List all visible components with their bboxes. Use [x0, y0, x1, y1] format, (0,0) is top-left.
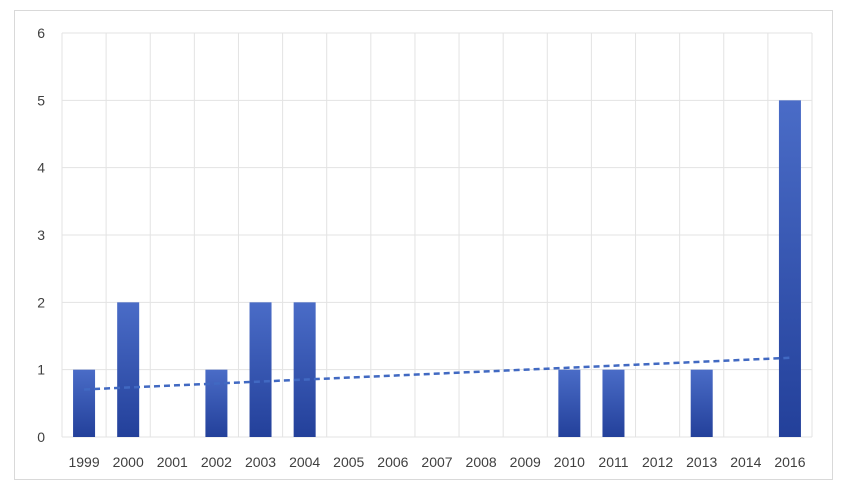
x-tick-label: 2005 — [333, 454, 364, 470]
x-tick-label: 2001 — [157, 454, 188, 470]
x-tick-label: 2002 — [201, 454, 232, 470]
x-tick-label: 2003 — [245, 454, 276, 470]
y-tick-label: 4 — [37, 160, 45, 176]
x-tick-label: 2007 — [421, 454, 452, 470]
y-tick-label: 3 — [37, 227, 45, 243]
y-tick-label: 1 — [37, 362, 45, 378]
bar-2004 — [293, 302, 316, 437]
y-tick-label: 6 — [37, 25, 45, 41]
x-tick-label: 2006 — [377, 454, 408, 470]
x-tick-label: 2009 — [510, 454, 541, 470]
x-tick-label: 2013 — [686, 454, 717, 470]
bar-1999 — [73, 369, 96, 437]
x-tick-label: 2010 — [554, 454, 585, 470]
bar-2013 — [690, 369, 713, 437]
y-tick-label: 0 — [37, 429, 45, 445]
trendline-group — [84, 356, 790, 391]
gridlines — [61, 32, 813, 438]
bar-2016 — [778, 100, 801, 437]
x-tick-label: 2008 — [466, 454, 497, 470]
x-axis-ticks: 1999 2000 2001 2002 2003 2004 2005 2006 2007 2008… — [68, 454, 805, 470]
bar-2010 — [558, 369, 581, 437]
x-tick-label: 2014 — [730, 454, 761, 470]
bars — [73, 100, 801, 437]
y-tick-label: 2 — [37, 294, 45, 310]
x-tick-label: 2012 — [642, 454, 673, 470]
bar-2003 — [249, 302, 272, 437]
x-tick-label: 2004 — [289, 454, 320, 470]
x-tick-label: 2011 — [598, 454, 628, 470]
trendline — [84, 356, 790, 391]
x-tick-label: 2000 — [113, 454, 144, 470]
x-tick-label: 1999 — [68, 454, 99, 470]
bar-2000 — [117, 302, 140, 437]
bar-2002 — [205, 369, 228, 437]
y-axis-ticks: 0 1 2 3 4 5 6 — [37, 25, 45, 445]
bar-2011 — [602, 369, 625, 437]
y-tick-label: 5 — [37, 92, 45, 108]
x-tick-label: 2016 — [774, 454, 805, 470]
